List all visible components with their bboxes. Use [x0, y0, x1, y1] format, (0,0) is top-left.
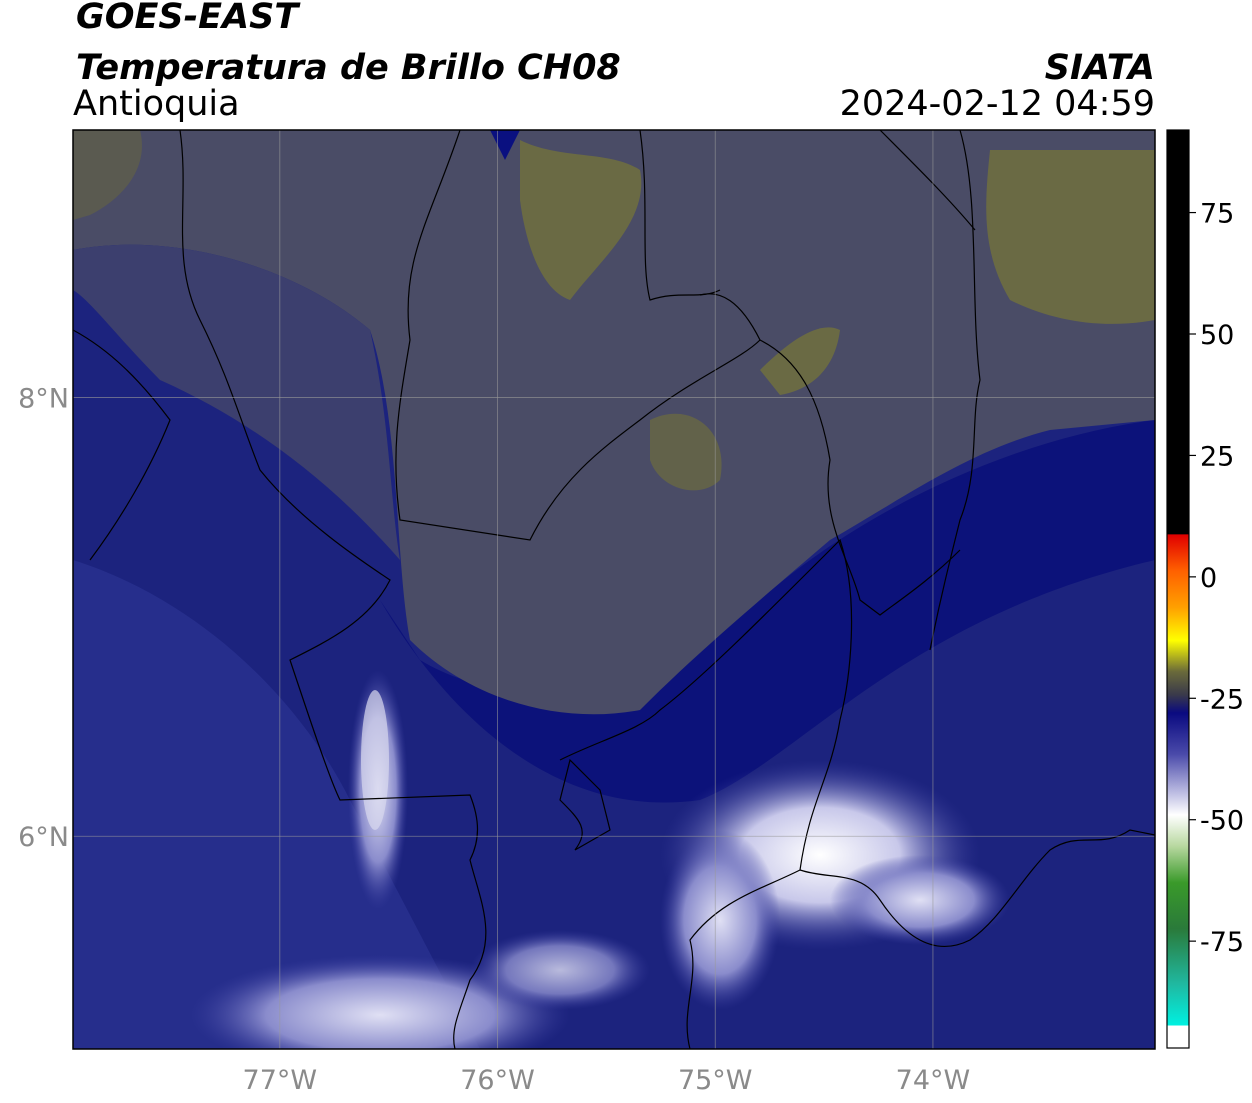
colorbar-tick-label: 0 [1200, 563, 1217, 594]
colorbar-tick-label: 25 [1200, 441, 1234, 472]
lon-label: 75°W [678, 1065, 753, 1096]
colorbar-tick-label: -75 [1200, 927, 1244, 958]
colorbar-tick-label: 75 [1200, 199, 1234, 230]
lon-label: 76°W [460, 1065, 535, 1096]
satellite-image [73, 130, 1155, 1049]
colorbar-ticks: 75 50 25 0 -25 -50 -75 [1189, 199, 1244, 958]
colorbar [1166, 129, 1190, 1049]
map-frame [72, 129, 1156, 1050]
lat-label: 6°N [18, 822, 69, 853]
colorbar-tick-label: -25 [1200, 684, 1244, 715]
satellite: GOES-EAST [76, 0, 301, 37]
colorbar-tick-label: -50 [1200, 806, 1244, 837]
region: Antioquia [73, 84, 240, 124]
datetime: 2024-02-12 04:59 [840, 84, 1155, 124]
lon-label: 74°W [896, 1065, 971, 1096]
colorbar-tick-label: 50 [1200, 320, 1234, 351]
lon-label: 77°W [243, 1065, 318, 1096]
source: SIATA [1045, 48, 1155, 88]
product: Temperatura de Brillo CH08 [76, 48, 621, 88]
lat-label: 8°N [18, 384, 69, 415]
graticule [73, 130, 1155, 1049]
